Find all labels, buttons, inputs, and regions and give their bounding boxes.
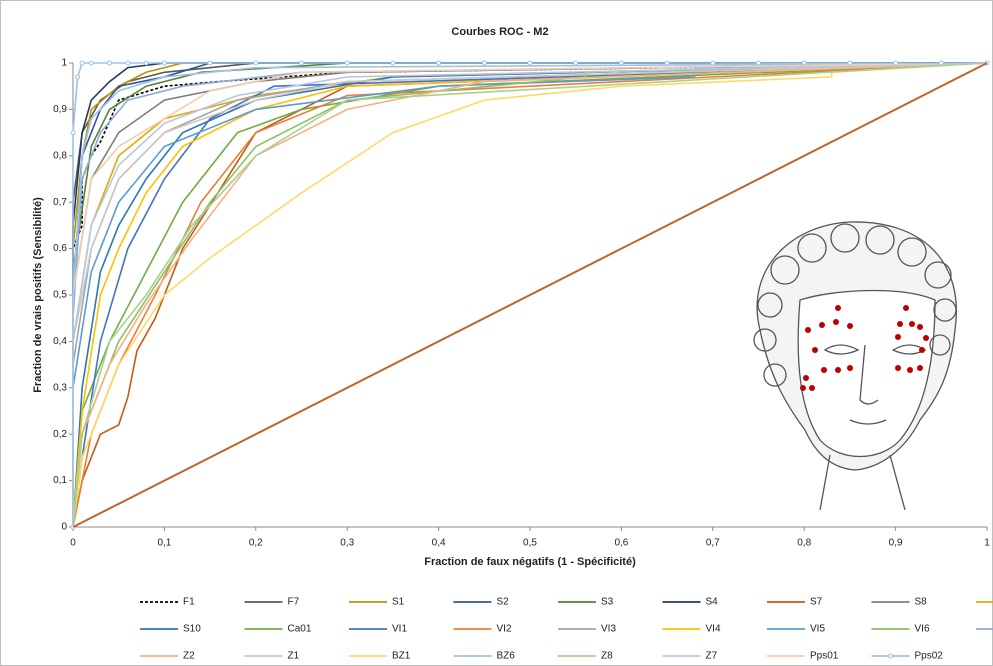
legend-label: S2 bbox=[497, 597, 510, 608]
marker bbox=[618, 60, 624, 66]
marker bbox=[107, 60, 113, 66]
y-tick-label: 0,9 bbox=[53, 104, 67, 115]
marker bbox=[710, 60, 716, 66]
roc-curve bbox=[72, 62, 988, 528]
legend-label: F7 bbox=[288, 597, 300, 608]
y-tick-label: 0,5 bbox=[53, 290, 67, 301]
marker bbox=[847, 60, 853, 66]
y-tick-label: 0,4 bbox=[53, 336, 67, 347]
marker bbox=[207, 60, 213, 66]
x-tick-label: 0,2 bbox=[249, 538, 263, 549]
y-tick-label: 0,2 bbox=[53, 429, 67, 440]
y-tick-label: 0,6 bbox=[53, 243, 67, 254]
legend-label: VI6 bbox=[915, 624, 930, 635]
y-tick-label: 0 bbox=[61, 522, 67, 533]
marker bbox=[938, 60, 944, 66]
chart-title: Courbes ROC - M2 bbox=[451, 26, 548, 38]
roc-curve bbox=[72, 62, 988, 527]
marker bbox=[79, 60, 85, 66]
marker bbox=[88, 60, 94, 66]
roc-curve bbox=[72, 62, 988, 528]
roc-curve bbox=[72, 62, 988, 528]
x-tick-label: 0,5 bbox=[523, 538, 537, 549]
legend-label: VI3 bbox=[601, 624, 616, 635]
legend-label: Pps02 bbox=[915, 651, 944, 662]
legend-label: Z2 bbox=[183, 651, 195, 662]
marker bbox=[527, 60, 533, 66]
y-tick-label: 0,8 bbox=[53, 150, 67, 161]
x-tick-label: 0,7 bbox=[706, 538, 720, 549]
roc-curve bbox=[72, 62, 987, 527]
legend-label: Z8 bbox=[601, 651, 613, 662]
roc-curve bbox=[72, 62, 988, 527]
x-tick-label: 0,9 bbox=[889, 538, 903, 549]
legend-label: S10 bbox=[183, 624, 201, 635]
legend-label: BZ6 bbox=[497, 651, 516, 662]
roc-curve bbox=[72, 62, 988, 528]
legend-label: F1 bbox=[183, 597, 195, 608]
marker bbox=[481, 60, 487, 66]
y-tick-label: 0,3 bbox=[53, 382, 67, 393]
x-tick-label: 0,4 bbox=[432, 538, 446, 549]
y-tick-label: 0,1 bbox=[53, 475, 67, 486]
marker bbox=[143, 60, 149, 66]
legend-label: S1 bbox=[392, 597, 405, 608]
marker bbox=[253, 60, 259, 66]
legend-label: Z1 bbox=[288, 651, 300, 662]
roc-curve bbox=[72, 62, 988, 528]
roc-curve bbox=[72, 62, 988, 528]
roc-curve bbox=[72, 62, 988, 527]
marker bbox=[801, 60, 807, 66]
marker bbox=[344, 60, 350, 66]
x-tick-label: 0,1 bbox=[157, 538, 171, 549]
landmark-dots bbox=[800, 305, 929, 391]
marker bbox=[125, 60, 131, 66]
x-axis-label: Fraction de faux négatifs (1 - Spécifici… bbox=[424, 556, 636, 568]
marker bbox=[664, 60, 670, 66]
marker bbox=[893, 60, 899, 66]
x-tick-label: 1 bbox=[984, 538, 990, 549]
roc-curve bbox=[72, 62, 988, 528]
y-tick-label: 0,7 bbox=[53, 197, 67, 208]
x-tick-label: 0,8 bbox=[797, 538, 811, 549]
marker bbox=[756, 60, 761, 66]
legend-label: VI2 bbox=[497, 624, 512, 635]
legend-label: S8 bbox=[915, 597, 928, 608]
legend-label: VI1 bbox=[392, 624, 407, 635]
marker bbox=[299, 60, 304, 66]
y-tick-label: 1 bbox=[61, 58, 67, 69]
legend-label: VI4 bbox=[706, 624, 721, 635]
marker bbox=[573, 60, 579, 66]
y-axis-label: Fraction de vrais positifs (Sensibilité) bbox=[32, 197, 44, 393]
legend-label: VI5 bbox=[810, 624, 825, 635]
x-tick-label: 0 bbox=[70, 538, 76, 549]
marker bbox=[390, 60, 396, 66]
marker bbox=[75, 74, 81, 80]
roc-curve bbox=[72, 62, 988, 527]
marker bbox=[436, 60, 442, 66]
x-tick-label: 0,6 bbox=[614, 538, 628, 549]
face-illustration bbox=[753, 221, 957, 511]
legend-label: Ca01 bbox=[288, 624, 312, 635]
legend-marker bbox=[888, 653, 893, 659]
legend-label: S3 bbox=[601, 597, 614, 608]
legend-label: S4 bbox=[706, 597, 719, 608]
marker bbox=[161, 60, 167, 66]
legend-label: Pps01 bbox=[810, 651, 839, 662]
x-tick-label: 0,3 bbox=[340, 538, 354, 549]
marker bbox=[70, 130, 76, 136]
legend-label: Z7 bbox=[706, 651, 718, 662]
legend-label: S7 bbox=[810, 597, 823, 608]
legend-label: BZ1 bbox=[392, 651, 411, 662]
